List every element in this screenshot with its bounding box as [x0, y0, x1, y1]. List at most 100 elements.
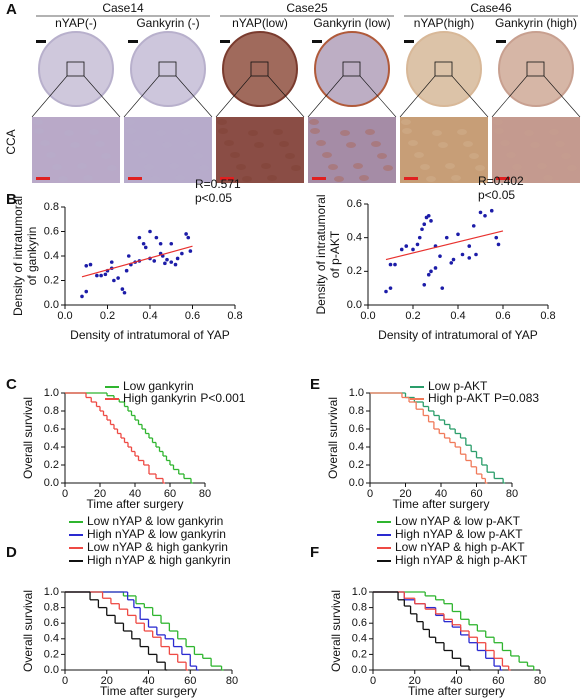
texture	[506, 152, 516, 158]
legend-label: High gankyrin	[123, 391, 196, 405]
point	[169, 260, 174, 264]
y-tick-label: 0.8	[349, 405, 364, 417]
texture	[101, 153, 111, 159]
texture	[138, 152, 148, 158]
case-title: Case46	[470, 1, 512, 15]
x-tick-label: 20	[101, 675, 113, 687]
scale-bar	[404, 40, 414, 43]
texture	[414, 152, 424, 158]
texture	[40, 140, 50, 146]
texture	[420, 164, 430, 170]
x-tick-label: 80	[534, 675, 546, 687]
x-tick-label: 60	[164, 488, 176, 500]
texture	[493, 119, 503, 125]
texture	[285, 153, 295, 159]
texture	[543, 175, 553, 181]
y-tick-label: 0.0	[349, 477, 364, 489]
y-tick-label: 0.8	[44, 405, 59, 417]
texture	[107, 165, 117, 171]
point	[438, 254, 442, 258]
legend-label: High nYAP & low p-AKT	[395, 527, 523, 541]
texture	[267, 175, 277, 181]
point	[158, 241, 163, 246]
case-title: Case14	[102, 1, 144, 15]
legend-label: High p-AKT	[428, 391, 491, 405]
column-label: Gankyrin (-)	[136, 16, 199, 30]
texture	[310, 128, 320, 134]
x-tick-label: 40	[450, 675, 462, 687]
zoom-line	[215, 75, 252, 118]
panel-label: B	[6, 191, 17, 208]
point	[494, 235, 499, 240]
texture	[156, 130, 166, 136]
texture	[512, 164, 522, 170]
zoom-box	[158, 61, 177, 77]
texture	[377, 153, 387, 159]
texture	[359, 175, 369, 181]
texture	[445, 163, 455, 169]
tissue-zoom	[492, 117, 580, 183]
zoom-line	[267, 75, 305, 118]
texture	[58, 176, 68, 182]
y-tick-label: 0.2	[44, 459, 59, 471]
texture	[248, 130, 258, 136]
y-tick-label: 0.2	[44, 648, 59, 660]
texture	[432, 130, 442, 136]
texture	[438, 142, 448, 148]
point	[393, 262, 397, 267]
point	[163, 261, 167, 266]
texture	[132, 140, 142, 146]
annotation: p<0.05	[195, 191, 232, 205]
case-title: Case25	[286, 1, 328, 15]
point	[88, 262, 93, 267]
tissue-core	[130, 31, 206, 107]
point	[80, 294, 84, 299]
texture	[494, 128, 504, 134]
texture	[463, 141, 473, 147]
texture	[33, 119, 43, 125]
x-tick-label: 0	[370, 675, 376, 687]
zoom-line	[399, 75, 436, 118]
texture	[279, 141, 289, 147]
x-tick-label: 0.6	[495, 310, 510, 322]
texture	[217, 119, 227, 125]
x-axis-label: Density of intratumoral of YAP	[378, 328, 538, 342]
point	[116, 276, 120, 280]
x-tick-label: 40	[129, 488, 141, 500]
texture	[126, 128, 136, 134]
x-axis-label: Time after surgery	[393, 497, 490, 511]
column-label: nYAP(low)	[232, 16, 288, 30]
texture	[144, 164, 154, 170]
point	[411, 247, 415, 252]
legend-label: High nYAP & high gankyrin	[87, 553, 231, 567]
zoom-line	[543, 75, 581, 118]
texture	[64, 130, 74, 136]
point	[184, 232, 188, 236]
point	[399, 247, 404, 252]
zoom-box	[250, 61, 269, 77]
texture	[261, 163, 271, 169]
scale-bar	[312, 177, 326, 180]
y-tick-label: 0.6	[44, 225, 59, 237]
texture	[353, 163, 363, 169]
point	[444, 235, 449, 240]
y-tick-label: 0.0	[44, 477, 59, 489]
texture	[334, 176, 344, 182]
x-tick-label: 40	[142, 675, 154, 687]
point	[429, 219, 433, 223]
x-tick-label: 20	[399, 488, 411, 500]
tissue-zoom	[124, 117, 212, 183]
texture	[242, 176, 252, 182]
x-tick-label: 0	[367, 488, 373, 500]
tissue-core	[222, 31, 298, 107]
tissue-core	[314, 31, 390, 107]
y-tick-label: 0.6	[352, 617, 367, 629]
point	[173, 262, 178, 267]
point	[467, 244, 472, 248]
texture	[77, 163, 87, 169]
y-tick-label: 0.4	[347, 232, 362, 244]
point	[122, 290, 127, 295]
panel-label: C	[6, 376, 17, 393]
x-tick-label: 80	[506, 488, 518, 500]
y-tick-label: 0.2	[44, 274, 59, 286]
